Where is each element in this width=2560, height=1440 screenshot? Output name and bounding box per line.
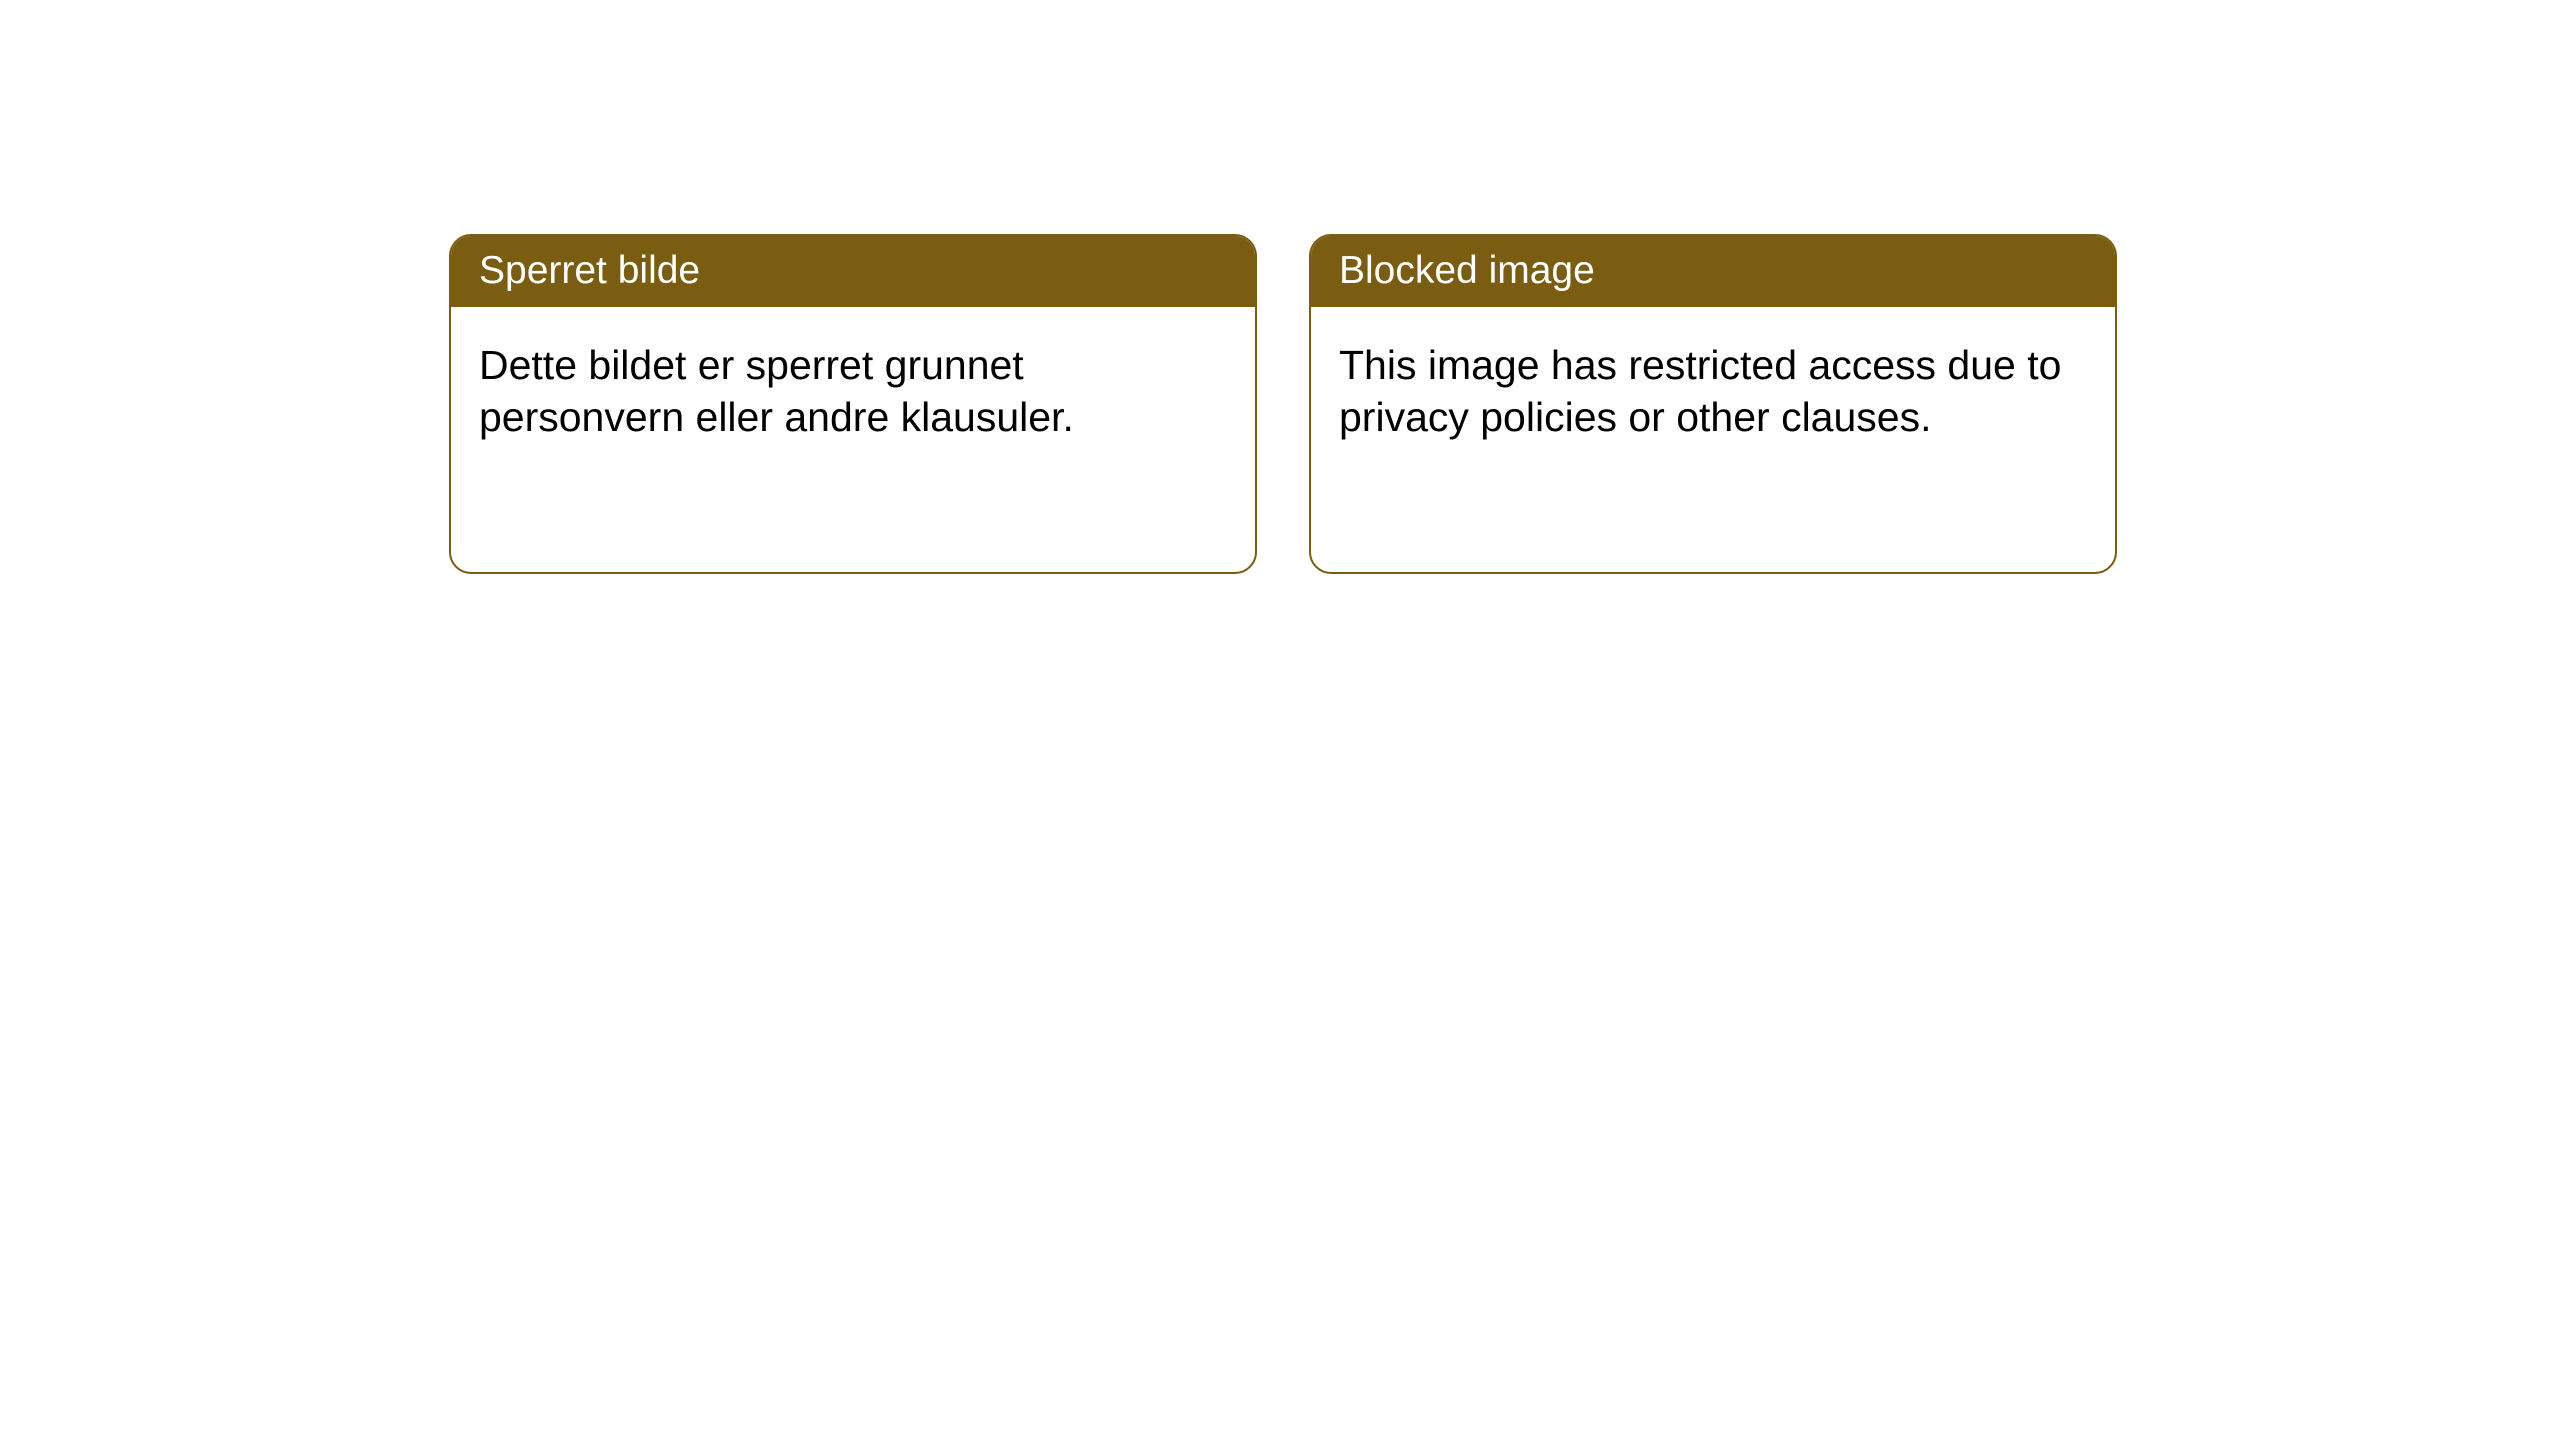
notice-card-english: Blocked image This image has restricted … <box>1309 234 2117 574</box>
notice-container: Sperret bilde Dette bildet er sperret gr… <box>449 234 2117 574</box>
notice-body-norwegian: Dette bildet er sperret grunnet personve… <box>451 307 1255 476</box>
notice-body-english: This image has restricted access due to … <box>1311 307 2115 476</box>
notice-header-english: Blocked image <box>1311 236 2115 307</box>
notice-card-norwegian: Sperret bilde Dette bildet er sperret gr… <box>449 234 1257 574</box>
notice-header-norwegian: Sperret bilde <box>451 236 1255 307</box>
